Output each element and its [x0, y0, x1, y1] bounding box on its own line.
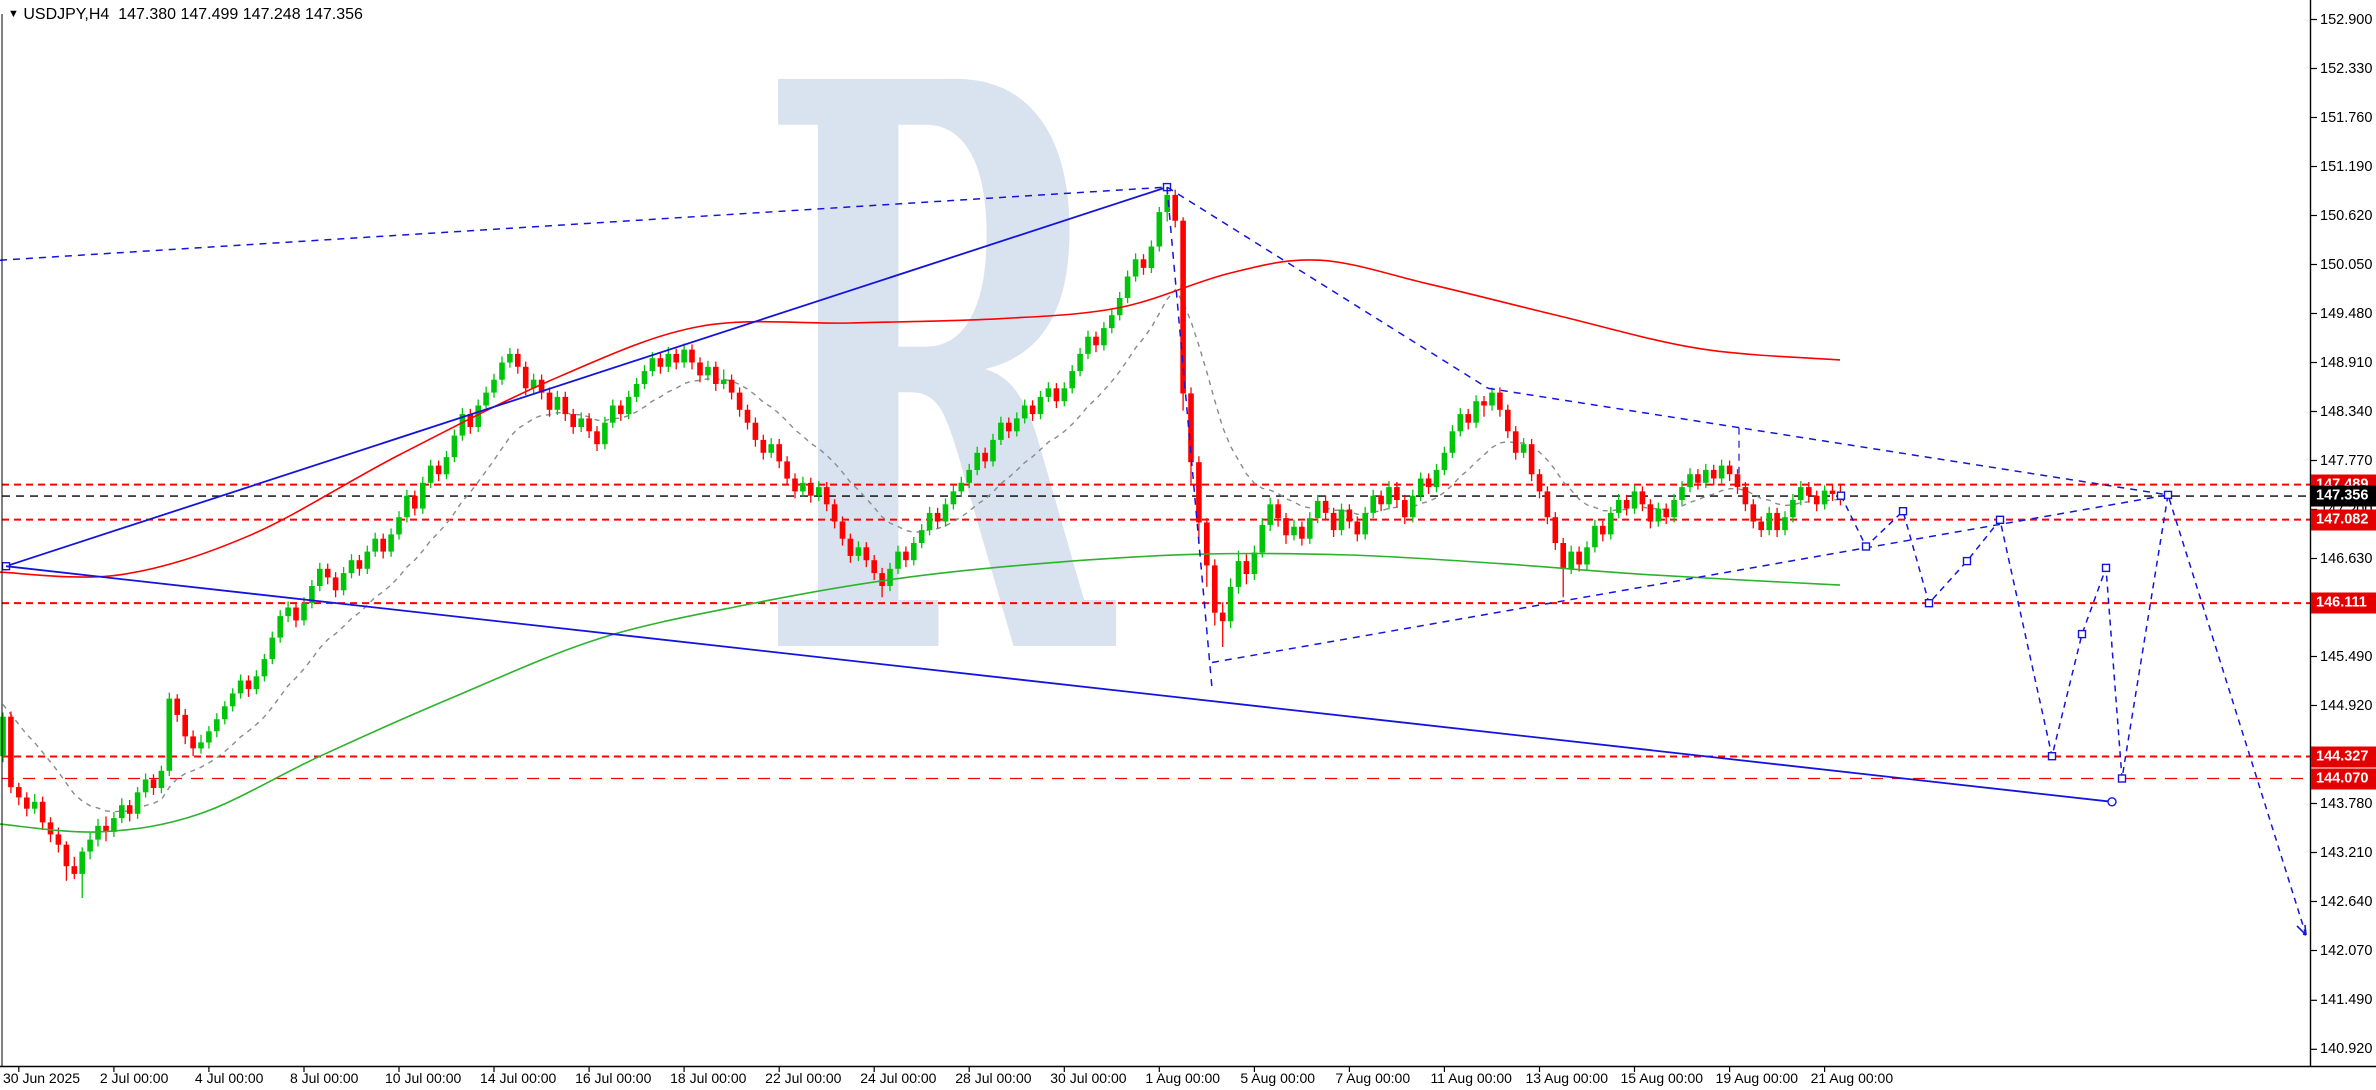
level-price-badge: 146.111 — [2311, 592, 2376, 614]
ascending-trendline[interactable] — [5, 186, 1168, 568]
price-tick-label: 150.620 — [2320, 207, 2373, 224]
forecast-arrow-end-icon — [2296, 924, 2307, 936]
price-tick-label: 141.490 — [2320, 992, 2373, 1009]
time-tick-label: 1 Aug 00:00 — [1145, 1070, 1221, 1086]
time-tick-label: 8 Jul 00:00 — [289, 1070, 359, 1086]
price-tick-label: 148.910 — [2320, 354, 2373, 371]
time-tick-label: 4 Jul 00:00 — [194, 1070, 264, 1086]
anchor-square-marker[interactable] — [1962, 556, 1972, 566]
anchor-square-marker[interactable] — [1861, 542, 1871, 551]
level-price-badge: 147.082 — [2311, 509, 2376, 531]
time-tick-label: 22 Jul 00:00 — [765, 1070, 842, 1086]
anchor-square-marker[interactable] — [2047, 752, 2057, 761]
price-tick-label: 148.340 — [2320, 403, 2373, 420]
triangle-upper[interactable] — [1487, 387, 2169, 496]
time-tick-label: 16 Jul 00:00 — [575, 1070, 652, 1086]
anchor-square-marker[interactable] — [1898, 507, 1908, 516]
level-price-badge: 144.070 — [2311, 768, 2376, 789]
level-price-badge: 144.327 — [2311, 746, 2376, 767]
fast-ma-grey-dashed[interactable] — [2, 288, 1841, 813]
price-tick-label: 150.050 — [2320, 256, 2373, 273]
price-tick-label: 147.770 — [2320, 452, 2373, 469]
time-tick-label: 24 Jul 00:00 — [860, 1070, 937, 1086]
price-tick-label: 142.640 — [2320, 893, 2373, 910]
time-tick-label: 21 Aug 00:00 — [1810, 1070, 1894, 1086]
time-tick-label: 19 Aug 00:00 — [1715, 1070, 1799, 1086]
watermark-logo: R — [758, 0, 1119, 831]
time-tick-label: 11 Aug 00:00 — [1430, 1070, 1512, 1086]
current-price-badge: 147.356 — [2311, 485, 2376, 507]
slow-ma-green[interactable] — [0, 552, 1841, 833]
header-ohlc-values: 147.380 147.499 147.248 147.356 — [118, 6, 363, 23]
price-tick-label: 151.760 — [2320, 109, 2373, 126]
price-tick-label: 151.190 — [2320, 158, 2373, 175]
time-tick-label: 7 Aug 00:00 — [1335, 1070, 1411, 1086]
price-tick-label: 145.490 — [2320, 648, 2373, 665]
projected-zigzag[interactable] — [1840, 494, 2307, 936]
candlestick-series — [0, 185, 1844, 898]
time-tick-label: 30 Jul 00:00 — [1050, 1070, 1127, 1086]
price-tick-label: 152.900 — [2320, 11, 2373, 28]
time-tick-label: 18 Jul 00:00 — [670, 1070, 747, 1086]
price-tick-label: 143.210 — [2320, 844, 2373, 861]
price-tick-label: 149.480 — [2320, 305, 2373, 322]
anchor-square-marker[interactable] — [1836, 491, 1846, 500]
peak-to-aug11-high[interactable] — [1166, 186, 1489, 389]
anchor-square-marker[interactable] — [2101, 563, 2111, 573]
price-tick-label: 152.330 — [2320, 60, 2373, 77]
descending-trendline[interactable] — [5, 565, 2113, 803]
symbol-dropdown-icon[interactable]: ▼ — [8, 8, 19, 20]
symbol-timeframe: USDJPY,H4 — [23, 6, 110, 23]
price-tick-label: 140.920 — [2320, 1041, 2373, 1058]
time-tick-label: 5 Aug 00:00 — [1240, 1070, 1316, 1086]
crash-dashed[interactable] — [1166, 187, 1213, 689]
price-tick-label: 143.780 — [2320, 795, 2373, 812]
anchor-square-marker[interactable] — [1924, 599, 1934, 608]
time-tick-label: 10 Jul 00:00 — [385, 1070, 462, 1086]
slow-ma-red[interactable] — [0, 259, 1841, 578]
time-tick-label: 14 Jul 00:00 — [480, 1070, 557, 1086]
anchor-square-marker[interactable] — [2077, 629, 2087, 639]
time-tick-label: 13 Aug 00:00 — [1525, 1070, 1608, 1086]
time-tick-label: 28 Jul 00:00 — [955, 1070, 1032, 1086]
trendline-end-circle[interactable] — [2107, 797, 2117, 807]
time-tick-label: 2 Jul 00:00 — [99, 1070, 169, 1086]
anchor-square-marker[interactable] — [2163, 490, 2173, 500]
time-tick-label: 15 Aug 00:00 — [1620, 1070, 1704, 1086]
anchor-square-marker[interactable] — [2117, 774, 2127, 783]
price-tick-label: 142.070 — [2320, 942, 2373, 959]
symbol-quote-header: ▼ USDJPY,H4 147.380 147.499 147.248 147.… — [8, 6, 363, 24]
time-tick-label: 30 Jun 2025 — [3, 1070, 81, 1086]
price-tick-label: 144.920 — [2320, 697, 2373, 714]
price-tick-label: 146.630 — [2320, 550, 2373, 567]
anchor-square-marker[interactable] — [1995, 515, 2005, 524]
triangle-lower[interactable] — [1211, 494, 2169, 664]
